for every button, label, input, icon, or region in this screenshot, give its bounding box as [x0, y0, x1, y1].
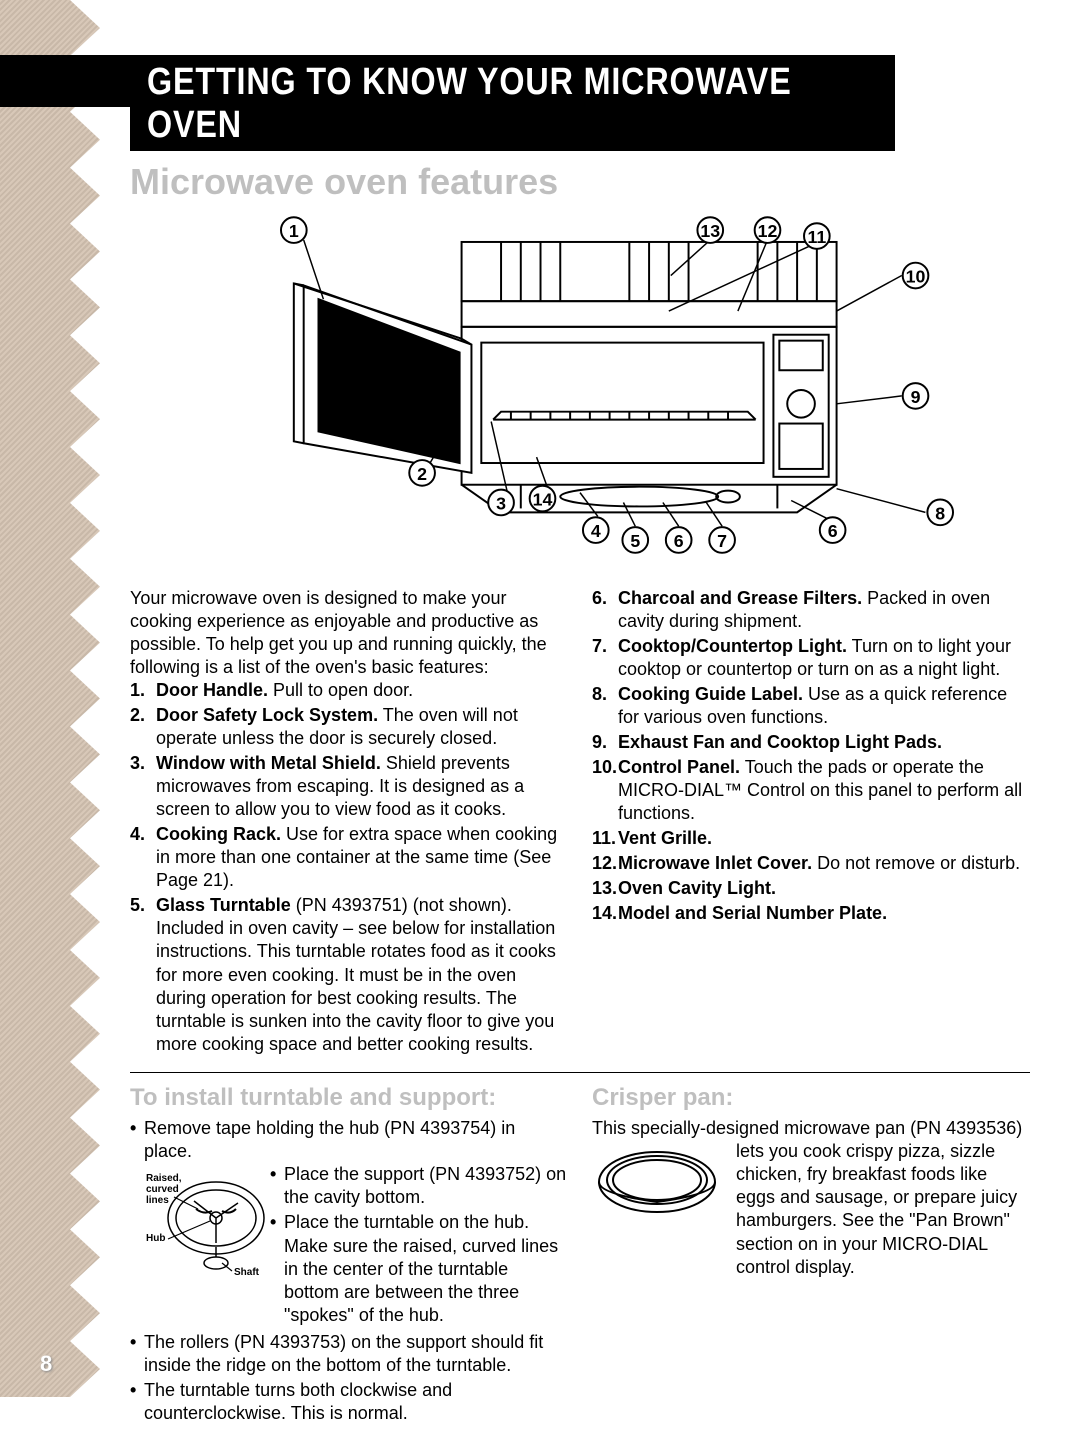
- callout-number: 10: [906, 267, 926, 287]
- turntable-bullet: The rollers (PN 4393753) on the support …: [130, 1331, 568, 1377]
- features-list-left: Door Handle. Pull to open door.Door Safe…: [130, 679, 568, 1056]
- features-left-col: Your microwave oven is designed to make …: [130, 587, 568, 1058]
- label-shaft: Shaft: [234, 1267, 260, 1278]
- feature-title: Cooking Guide Label.: [618, 684, 803, 704]
- turntable-bullet: Place the turntable on the hub. Make sur…: [270, 1211, 568, 1326]
- feature-item: Oven Cavity Light.: [592, 877, 1030, 900]
- feature-item: Model and Serial Number Plate.: [592, 902, 1030, 925]
- crisper-section: Crisper pan: This specially-designed mic…: [592, 1083, 1030, 1427]
- callout-number: 12: [758, 221, 778, 241]
- features-columns: Your microwave oven is designed to make …: [130, 587, 1030, 1058]
- callout-number: 9: [911, 387, 921, 407]
- crisper-first-line: This specially-designed microwave pan (P…: [592, 1117, 1030, 1140]
- turntable-bullet: The turntable turns both clockwise and c…: [130, 1379, 568, 1425]
- feature-item: Glass Turntable (PN 4393751) (not shown)…: [130, 894, 568, 1055]
- crisper-paragraph: lets you cook crispy pizza, sizzle chick…: [736, 1140, 1030, 1278]
- callout-number: 5: [630, 531, 640, 551]
- callout-number: 1: [289, 221, 299, 241]
- feature-title: Window with Metal Shield.: [156, 753, 381, 773]
- feature-item: Window with Metal Shield. Shield prevent…: [130, 752, 568, 821]
- bottom-columns: To install turntable and support: Remove…: [130, 1083, 1030, 1427]
- turntable-bullets: Remove tape holding the hub (PN 4393754)…: [130, 1117, 568, 1424]
- feature-item: Exhaust Fan and Cooktop Light Pads.: [592, 731, 1030, 754]
- feature-title: Microwave Inlet Cover.: [618, 853, 812, 873]
- feature-title: Control Panel.: [618, 757, 740, 777]
- page-number: 8: [40, 1351, 52, 1377]
- turntable-title: To install turntable and support:: [130, 1083, 568, 1114]
- feature-item: Door Handle. Pull to open door.: [130, 679, 568, 702]
- bullet-text: Place the support (PN 4393752) on the ca…: [284, 1164, 566, 1207]
- crisper-lead: This specially-designed microwave pan (P…: [592, 1117, 1030, 1278]
- callout-number: 2: [417, 464, 427, 484]
- microwave-diagram: 1 13 12 11 10 9 8 2 3 14 4 5 6 7 6: [205, 209, 955, 569]
- feature-title: Oven Cavity Light.: [618, 878, 776, 898]
- feature-item: Vent Grille.: [592, 827, 1030, 850]
- callout-number: 6: [674, 531, 684, 551]
- feature-item: Cooking Guide Label. Use as a quick refe…: [592, 683, 1030, 729]
- feature-item: Charcoal and Grease Filters. Packed in o…: [592, 587, 1030, 633]
- feature-item: Control Panel. Touch the pads or operate…: [592, 756, 1030, 825]
- section-title: Microwave oven features: [130, 161, 1030, 203]
- feature-text: Pull to open door.: [268, 680, 413, 700]
- callout-number: 6: [828, 521, 838, 541]
- feature-title: Glass Turntable: [156, 895, 291, 915]
- feature-item: Cooking Rack. Use for extra space when c…: [130, 823, 568, 892]
- feature-title: Model and Serial Number Plate.: [618, 903, 887, 923]
- turntable-section: To install turntable and support: Remove…: [130, 1083, 568, 1427]
- bullet-text: Place the turntable on the hub. Make sur…: [284, 1212, 558, 1324]
- divider: [130, 1072, 1030, 1073]
- callout-number: 7: [717, 531, 727, 551]
- bullet-text: Remove tape holding the hub (PN 4393754)…: [144, 1118, 515, 1161]
- page-banner: GETTING TO KNOW YOUR MICROWAVE OVEN: [130, 55, 895, 151]
- feature-item: Cooktop/Countertop Light. Turn on to lig…: [592, 635, 1030, 681]
- features-right-col: Charcoal and Grease Filters. Packed in o…: [592, 587, 1030, 1058]
- callout-number: 14: [533, 490, 553, 510]
- bullet-text: The turntable turns both clockwise and c…: [144, 1380, 452, 1423]
- banner-lead-bar: [0, 55, 130, 107]
- feature-item: Microwave Inlet Cover. Do not remove or …: [592, 852, 1030, 875]
- feature-text: (PN 4393751) (not shown). Included in ov…: [156, 895, 556, 1053]
- callout-number: 3: [496, 493, 506, 513]
- feature-title: Cooktop/Countertop Light.: [618, 636, 847, 656]
- bullet-text: The rollers (PN 4393753) on the support …: [144, 1332, 543, 1375]
- feature-title: Vent Grille.: [618, 828, 712, 848]
- feature-title: Exhaust Fan and Cooktop Light Pads.: [618, 732, 942, 752]
- features-list-right: Charcoal and Grease Filters. Packed in o…: [592, 587, 1030, 925]
- label-raised: Raised,curvedlines: [146, 1173, 182, 1206]
- label-hub: Hub: [146, 1233, 165, 1244]
- callout-number: 8: [935, 503, 945, 523]
- turntable-bullet: Place the support (PN 4393752) on the ca…: [270, 1163, 568, 1209]
- crisper-pan-diagram: [592, 1144, 722, 1224]
- feature-title: Cooking Rack.: [156, 824, 281, 844]
- intro-paragraph: Your microwave oven is designed to make …: [130, 587, 568, 679]
- feature-title: Charcoal and Grease Filters.: [618, 588, 862, 608]
- page-content: GETTING TO KNOW YOUR MICROWAVE OVEN Micr…: [100, 0, 1060, 1447]
- crisper-title: Crisper pan:: [592, 1083, 1030, 1114]
- decorative-left-edge: [0, 0, 100, 1397]
- turntable-bullet: Remove tape holding the hub (PN 4393754)…: [130, 1117, 568, 1328]
- callout-number: 4: [591, 521, 601, 541]
- hub-diagram: Raised,curvedlines Hub Shaft: [144, 1163, 274, 1293]
- feature-item: Door Safety Lock System. The oven will n…: [130, 704, 568, 750]
- feature-text: Do not remove or disturb.: [812, 853, 1020, 873]
- feature-title: Door Safety Lock System.: [156, 705, 378, 725]
- feature-title: Door Handle.: [156, 680, 268, 700]
- callout-number: 13: [700, 221, 720, 241]
- callout-number: 11: [807, 227, 826, 247]
